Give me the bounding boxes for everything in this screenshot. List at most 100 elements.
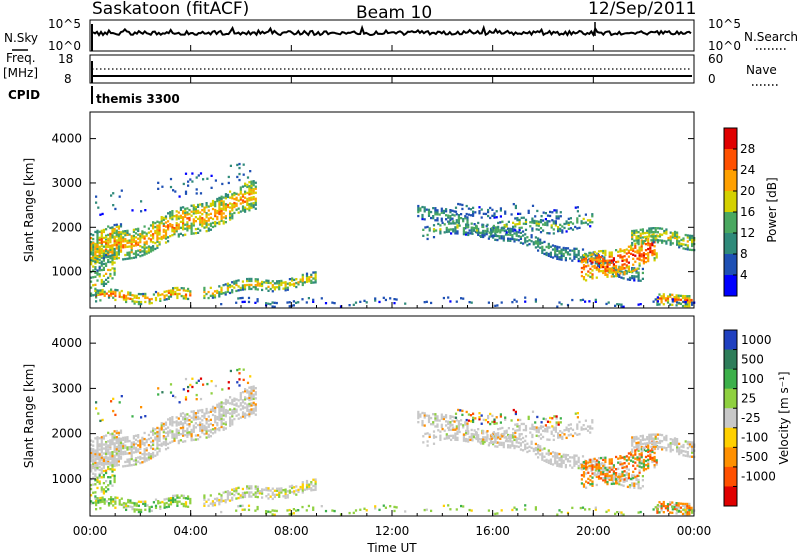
velocity-cell bbox=[146, 504, 149, 507]
power-cell bbox=[220, 203, 223, 206]
power-cell bbox=[229, 212, 232, 215]
velocity-cell bbox=[252, 397, 255, 401]
power-cell bbox=[233, 197, 236, 201]
power-cell bbox=[447, 220, 451, 223]
power-cell bbox=[175, 228, 178, 231]
velocity-cell bbox=[218, 418, 221, 422]
power-cell bbox=[162, 230, 165, 233]
velocity-cell bbox=[96, 467, 99, 471]
power-cell bbox=[595, 260, 598, 263]
power-cell bbox=[176, 286, 179, 290]
power-cell bbox=[162, 236, 165, 239]
power-cell bbox=[201, 203, 204, 206]
power-cell bbox=[256, 282, 259, 285]
power-cell bbox=[252, 190, 255, 193]
power-cell bbox=[288, 305, 291, 308]
power-cell bbox=[148, 298, 151, 301]
power-cell bbox=[94, 252, 97, 255]
velocity-cell bbox=[249, 375, 252, 378]
power-cell bbox=[638, 248, 641, 251]
power-cell bbox=[149, 240, 153, 243]
power-cell bbox=[189, 178, 192, 181]
velocity-cell bbox=[224, 427, 227, 430]
velocity-cell bbox=[90, 470, 93, 473]
velocity-cell bbox=[314, 480, 317, 483]
power-cell bbox=[220, 215, 223, 218]
power-cell bbox=[246, 191, 249, 195]
velocity-cell bbox=[182, 440, 185, 443]
velocity-cell bbox=[157, 500, 160, 503]
velocity-cell bbox=[214, 384, 217, 388]
velocity-cell bbox=[96, 450, 99, 453]
velocity-cell bbox=[656, 509, 659, 512]
power-cell bbox=[562, 254, 565, 258]
power-cell bbox=[644, 249, 648, 252]
power-cell bbox=[256, 284, 259, 287]
velocity-cell bbox=[143, 431, 146, 435]
power-cell bbox=[638, 252, 641, 255]
velocity-cell bbox=[154, 506, 158, 510]
velocity-cell bbox=[112, 409, 115, 413]
velocity-cell bbox=[124, 446, 127, 449]
power-cell bbox=[526, 236, 529, 239]
velocity-cell bbox=[615, 468, 618, 471]
power-cell bbox=[661, 239, 664, 242]
power-cell bbox=[509, 237, 512, 240]
power-cell bbox=[482, 212, 485, 215]
velocity-cell bbox=[157, 387, 160, 390]
velocity-cell bbox=[627, 458, 630, 461]
velocity-cell bbox=[297, 490, 300, 494]
velocity-cell bbox=[119, 431, 123, 434]
velocity-cell bbox=[640, 462, 643, 465]
velocity-cell bbox=[111, 455, 114, 458]
power-cell bbox=[182, 220, 185, 223]
cpid-panel: CPID themis 3300 bbox=[8, 86, 180, 106]
power-cell bbox=[288, 282, 291, 285]
power-cell bbox=[95, 201, 98, 204]
velocity-cell bbox=[172, 394, 175, 398]
power-cell bbox=[220, 217, 223, 220]
power-cell bbox=[241, 195, 245, 198]
velocity-cell bbox=[566, 460, 570, 463]
velocity-cell bbox=[186, 435, 189, 438]
power-cell bbox=[520, 216, 523, 219]
velocity-cell bbox=[126, 446, 129, 449]
velocity-cell bbox=[571, 434, 575, 438]
power-cell bbox=[222, 196, 225, 199]
power-cell bbox=[422, 234, 425, 237]
power-cell bbox=[286, 301, 289, 304]
power-cell bbox=[472, 214, 475, 217]
power-cell bbox=[559, 223, 562, 226]
velocity-cell bbox=[229, 369, 232, 373]
velocity-cell bbox=[472, 416, 475, 420]
power-cell bbox=[597, 256, 601, 259]
velocity-cell bbox=[111, 438, 114, 442]
velocity-cell bbox=[131, 501, 134, 505]
power-cell bbox=[113, 231, 116, 235]
power-cell bbox=[647, 239, 650, 243]
velocity-cell bbox=[678, 442, 681, 446]
velocity-cell bbox=[109, 468, 112, 471]
power-cell bbox=[610, 267, 613, 270]
power-cell bbox=[222, 208, 225, 211]
power-cell bbox=[610, 253, 613, 256]
velocity-cell bbox=[539, 447, 542, 450]
velocity-cell bbox=[96, 480, 99, 484]
velocity-cell bbox=[615, 474, 618, 477]
power-cell bbox=[478, 206, 481, 209]
power-cell bbox=[239, 297, 242, 300]
velocity-cell bbox=[220, 423, 223, 427]
velocity-cell bbox=[428, 433, 431, 436]
velocity-cell bbox=[457, 408, 460, 412]
velocity-cell bbox=[658, 441, 662, 445]
power-cell bbox=[265, 281, 268, 284]
power-cell bbox=[608, 259, 611, 262]
power-cell bbox=[621, 257, 624, 260]
power-cell bbox=[201, 213, 204, 216]
power-cell bbox=[201, 209, 204, 212]
velocity-cell bbox=[567, 430, 570, 433]
velocity-cell bbox=[297, 509, 300, 512]
power-cell bbox=[602, 269, 605, 273]
velocity-cell bbox=[90, 494, 93, 497]
power-cell bbox=[100, 262, 103, 265]
